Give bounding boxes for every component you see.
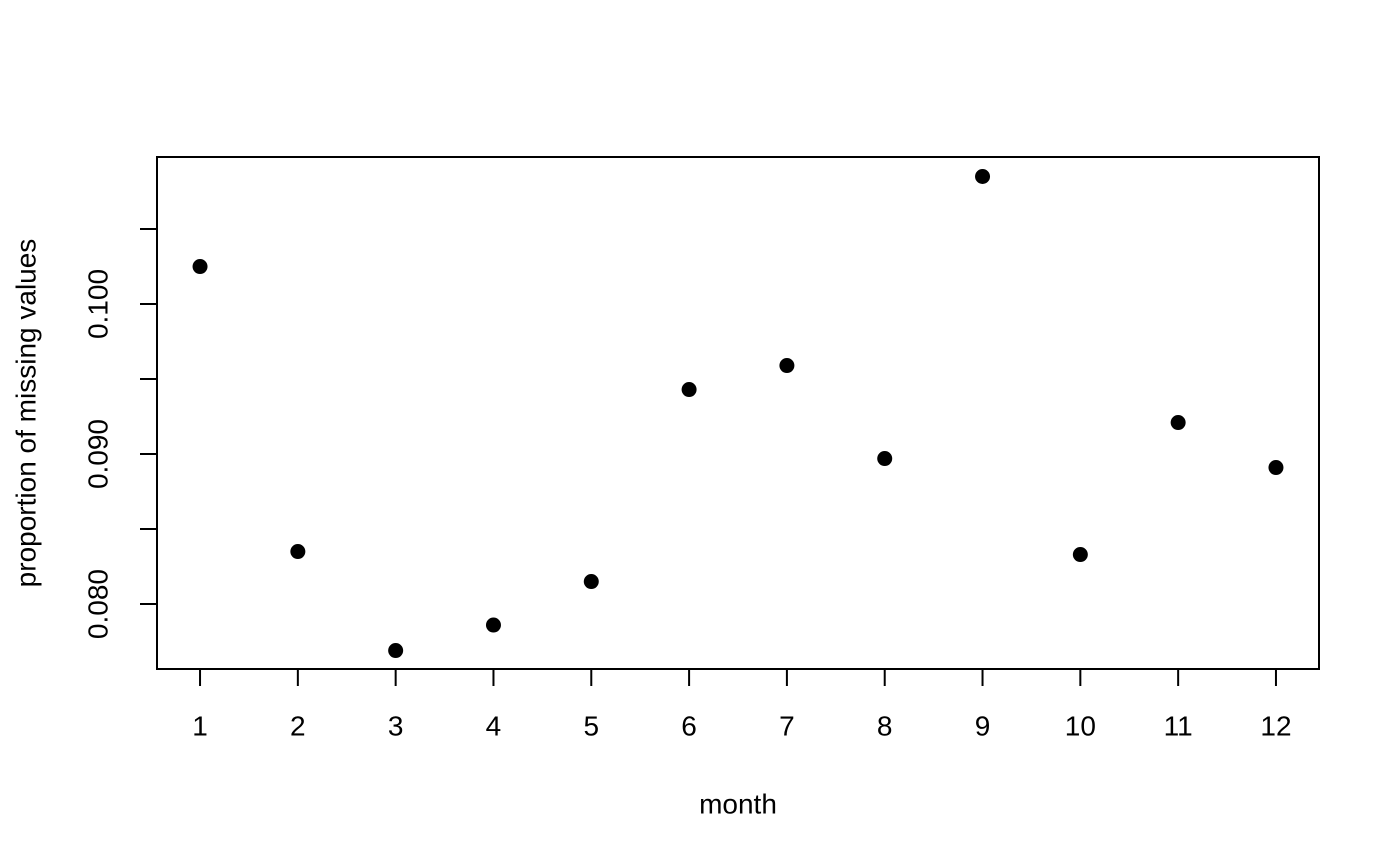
y-tick-label: 0.090 bbox=[82, 419, 113, 489]
x-tick-label: 8 bbox=[877, 710, 893, 741]
x-axis-label: month bbox=[699, 788, 777, 819]
point bbox=[779, 358, 795, 374]
y-tick-label: 0.100 bbox=[82, 269, 113, 339]
point bbox=[290, 544, 306, 560]
y-tick-label: 0.080 bbox=[82, 569, 113, 639]
point bbox=[681, 382, 697, 398]
plot-frame bbox=[156, 156, 1320, 670]
x-tick-label: 9 bbox=[975, 710, 991, 741]
point bbox=[388, 643, 404, 659]
point bbox=[485, 617, 501, 633]
x-tick-label: 4 bbox=[486, 710, 502, 741]
point bbox=[583, 574, 599, 590]
x-tick-label: 12 bbox=[1260, 710, 1291, 741]
x-tick-label: 2 bbox=[290, 710, 306, 741]
x-tick-label: 6 bbox=[681, 710, 697, 741]
x-tick-label: 11 bbox=[1164, 710, 1193, 741]
x-tick-label: 5 bbox=[583, 710, 599, 741]
point bbox=[877, 451, 893, 467]
x-tick-label: 3 bbox=[388, 710, 404, 741]
x-tick-label: 1 bbox=[192, 710, 208, 741]
x-tick-label: 7 bbox=[779, 710, 795, 741]
x-tick-label: 10 bbox=[1065, 710, 1096, 741]
point bbox=[192, 259, 208, 275]
point bbox=[1072, 547, 1088, 563]
point bbox=[1170, 415, 1186, 431]
point bbox=[975, 169, 991, 185]
point bbox=[1268, 460, 1284, 476]
y-axis-label: proportion of missing values bbox=[10, 239, 41, 588]
